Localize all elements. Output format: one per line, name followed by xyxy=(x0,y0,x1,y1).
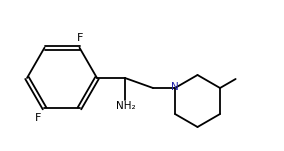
Text: F: F xyxy=(77,33,84,43)
Text: N: N xyxy=(171,82,179,92)
Text: NH₂: NH₂ xyxy=(116,101,136,111)
Text: F: F xyxy=(35,113,42,123)
